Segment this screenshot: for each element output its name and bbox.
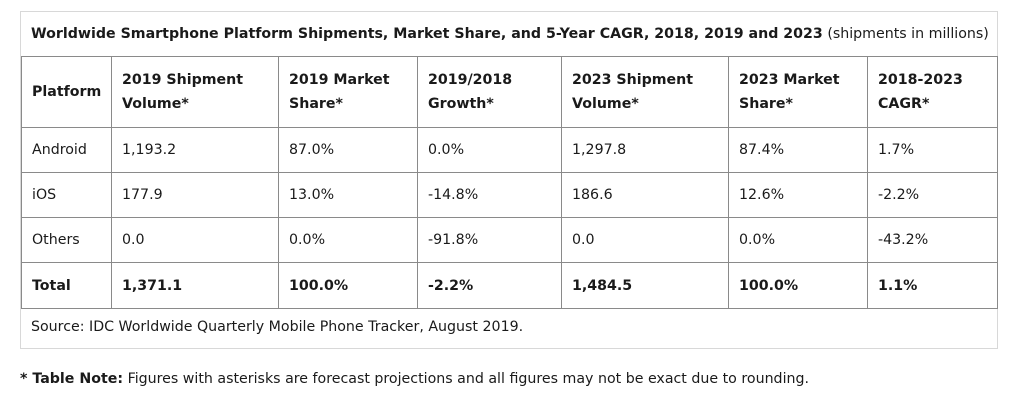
cell-2019-market-share: 13.0%	[278, 172, 418, 218]
cell-2023-shipment-volume: 186.6	[561, 172, 729, 218]
cell-2019-shipment-volume: 1,371.1	[111, 262, 279, 309]
cell-platform: iOS	[21, 172, 112, 218]
cell-2023-shipment-volume: 1,297.8	[561, 127, 729, 173]
header-platform: Platform	[21, 56, 112, 128]
cell-platform: Total	[21, 262, 112, 309]
cell-2023-market-share: 12.6%	[728, 172, 868, 218]
cell-2023-shipment-volume: 0.0	[561, 217, 729, 263]
cell-2023-shipment-volume: 1,484.5	[561, 262, 729, 309]
shipments-table: Platform 2019 Shipment Volume* 2019 Mark…	[21, 56, 998, 309]
cell-2019-market-share: 0.0%	[278, 217, 418, 263]
header-2019-shipment-volume: 2019 Shipment Volume*	[111, 56, 279, 128]
cell-platform: Android	[21, 127, 112, 173]
cell-2023-market-share: 100.0%	[728, 262, 868, 309]
header-2018-2023-cagr: 2018-2023 CAGR*	[867, 56, 998, 128]
cell-2018-2023-cagr: 1.1%	[867, 262, 998, 309]
cell-2019-shipment-volume: 1,193.2	[111, 127, 279, 173]
cell-2018-2023-cagr: -2.2%	[867, 172, 998, 218]
header-2023-market-share: 2023 Market Share*	[728, 56, 868, 128]
table-note-text: Figures with asterisks are forecast proj…	[127, 371, 810, 387]
header-2019-market-share: 2019 Market Share*	[278, 56, 418, 128]
cell-2019-2018-growth: -14.8%	[417, 172, 562, 218]
table-note-label: * Table Note:	[20, 371, 124, 387]
table-title: Worldwide Smartphone Platform Shipments,…	[21, 12, 997, 56]
cell-2019-shipment-volume: 177.9	[111, 172, 279, 218]
cell-2019-2018-growth: 0.0%	[417, 127, 562, 173]
cell-2019-2018-growth: -91.8%	[417, 217, 562, 263]
header-2023-shipment-volume: 2023 Shipment Volume*	[561, 56, 729, 128]
cell-2018-2023-cagr: -43.2%	[867, 217, 998, 263]
table-row-total: Total 1,371.1 100.0% -2.2% 1,484.5 100.0…	[21, 262, 998, 309]
table-frame: Worldwide Smartphone Platform Shipments,…	[20, 11, 998, 349]
cell-2018-2023-cagr: 1.7%	[867, 127, 998, 173]
cell-platform: Others	[21, 217, 112, 263]
table-row-others: Others 0.0 0.0% -91.8% 0.0 0.0% -43.2%	[21, 217, 998, 263]
header-2019-2018-growth: 2019/2018 Growth*	[417, 56, 562, 128]
cell-2019-market-share: 87.0%	[278, 127, 418, 173]
cell-2019-market-share: 100.0%	[278, 262, 418, 309]
table-row-android: Android 1,193.2 87.0% 0.0% 1,297.8 87.4%…	[21, 127, 998, 173]
cell-2023-market-share: 0.0%	[728, 217, 868, 263]
cell-2019-shipment-volume: 0.0	[111, 217, 279, 263]
table-note: * Table Note: Figures with asterisks are…	[20, 370, 809, 388]
source-text: Source: IDC Worldwide Quarterly Mobile P…	[31, 319, 524, 335]
table-title-main: Worldwide Smartphone Platform Shipments,…	[31, 26, 823, 42]
table-row-ios: iOS 177.9 13.0% -14.8% 186.6 12.6% -2.2%	[21, 172, 998, 218]
table-header-row: Platform 2019 Shipment Volume* 2019 Mark…	[21, 56, 998, 128]
table-title-unit: (shipments in millions)	[827, 26, 989, 42]
cell-2023-market-share: 87.4%	[728, 127, 868, 173]
cell-2019-2018-growth: -2.2%	[417, 262, 562, 309]
